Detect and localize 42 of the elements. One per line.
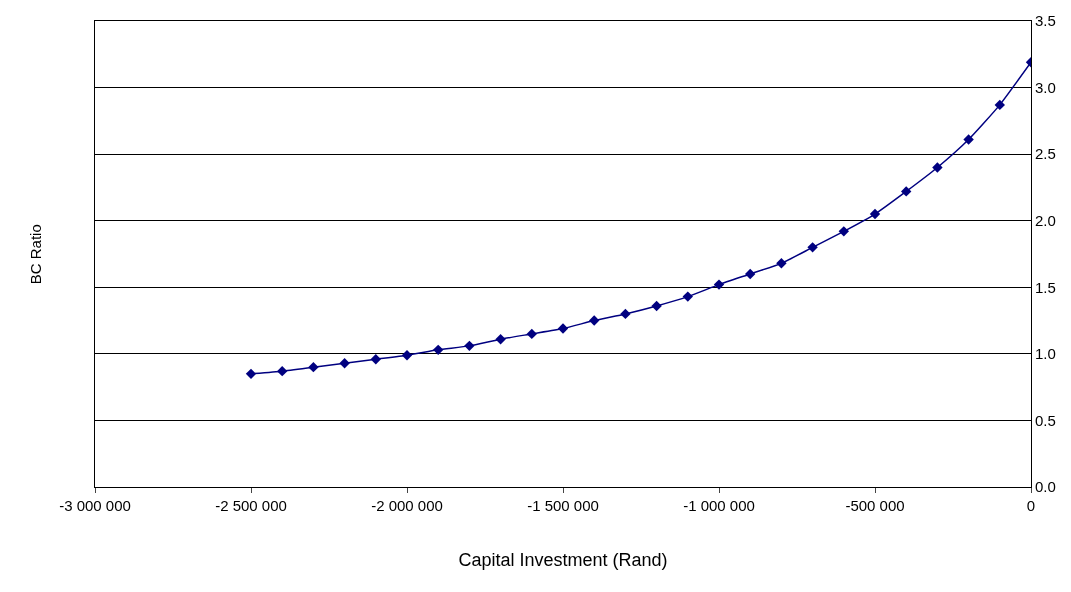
point bbox=[277, 365, 288, 377]
y-tick-label: 2.5 bbox=[1035, 145, 1056, 163]
point bbox=[245, 368, 257, 380]
x-tick-label: -2 500 000 bbox=[215, 497, 287, 514]
point bbox=[901, 186, 912, 197]
point bbox=[682, 291, 693, 302]
point bbox=[776, 258, 787, 269]
y-tick-label: 2.0 bbox=[1035, 211, 1056, 229]
point bbox=[433, 344, 444, 356]
y-tick-label: 3.5 bbox=[1035, 12, 1056, 30]
point bbox=[495, 334, 506, 345]
point bbox=[464, 340, 475, 352]
point bbox=[401, 349, 413, 361]
y-tick-label: 1.5 bbox=[1035, 278, 1056, 296]
point bbox=[713, 279, 725, 290]
point bbox=[963, 134, 974, 145]
point bbox=[557, 323, 569, 334]
point bbox=[339, 357, 350, 369]
x-tick-label: -1 500 000 bbox=[527, 497, 599, 514]
point bbox=[994, 99, 1005, 111]
y-tick-label: 0.0 bbox=[1035, 478, 1056, 496]
point bbox=[807, 242, 818, 253]
x-tick-label: -3 000 000 bbox=[59, 497, 131, 514]
x-tick-label: -1 000 000 bbox=[683, 497, 755, 514]
y-axis-title: BC Ratio bbox=[27, 224, 45, 285]
point bbox=[745, 268, 756, 280]
point bbox=[526, 328, 537, 340]
point bbox=[620, 308, 631, 320]
point bbox=[651, 300, 662, 312]
y-tick-label: 0.5 bbox=[1035, 411, 1056, 429]
x-axis-title: Capital Investment (Rand) bbox=[458, 550, 668, 571]
x-tick-label: -2 000 000 bbox=[371, 497, 443, 514]
y-tick-label: 1.0 bbox=[1035, 345, 1056, 363]
x-tick-label: 0 bbox=[1026, 497, 1036, 514]
point bbox=[370, 353, 381, 365]
point bbox=[838, 226, 849, 237]
y-tick-label: 3.0 bbox=[1035, 78, 1056, 96]
point bbox=[589, 315, 600, 326]
point bbox=[869, 208, 881, 220]
point bbox=[308, 361, 319, 373]
point bbox=[932, 162, 943, 173]
x-tick-label: -500 000 bbox=[845, 497, 905, 514]
